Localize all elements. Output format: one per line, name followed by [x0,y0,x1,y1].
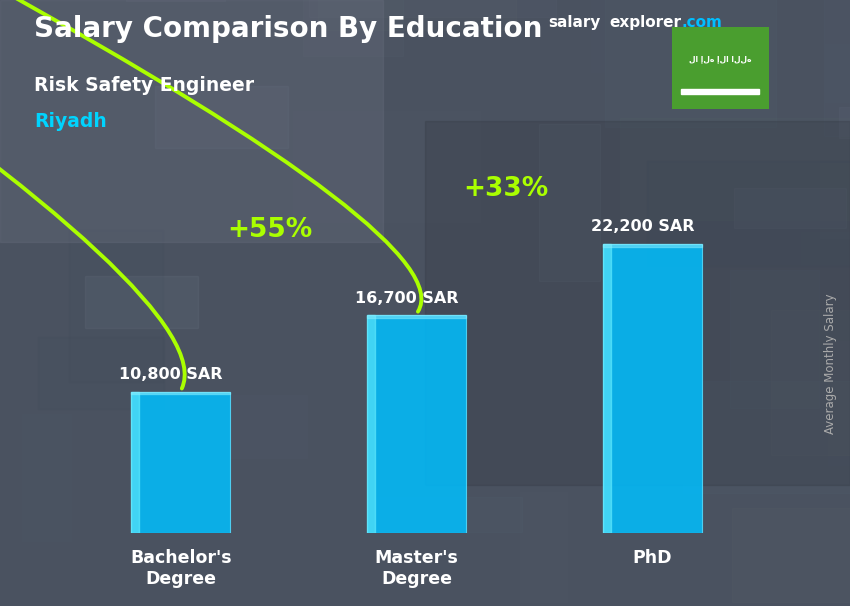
Bar [734,188,847,228]
Bar [131,392,139,533]
Bar [131,392,230,394]
Text: 22,200 SAR: 22,200 SAR [591,219,694,235]
Bar [824,0,850,136]
Bar [21,414,71,541]
Bar [367,315,466,533]
Bar [425,121,850,485]
Bar [591,0,766,73]
Bar [0,0,382,242]
Bar [732,508,850,602]
Bar [520,492,567,602]
Bar [603,244,702,533]
Bar [309,0,556,17]
Bar [229,395,307,458]
Bar [293,111,480,222]
Text: +55%: +55% [228,218,313,244]
Bar [367,315,466,318]
Bar [603,244,702,247]
Text: salary: salary [548,15,601,30]
Bar [828,341,850,465]
Bar [539,124,600,281]
Text: Risk Safety Engineer: Risk Safety Engineer [34,76,254,95]
Text: Salary Comparison By Education: Salary Comparison By Education [34,15,542,43]
Bar [620,118,850,219]
Bar [131,392,230,533]
Text: Average Monthly Salary: Average Monthly Salary [824,293,837,434]
Bar [85,276,198,328]
Bar [801,232,850,265]
Bar [38,338,163,409]
Bar [319,0,517,30]
Text: 10,800 SAR: 10,800 SAR [119,367,223,382]
Text: +33%: +33% [463,176,549,202]
Bar [681,90,760,95]
Bar [303,0,403,56]
Text: 16,700 SAR: 16,700 SAR [355,291,459,306]
Bar [603,244,610,533]
Bar [503,522,675,578]
Bar [604,0,776,127]
Text: Riyadh: Riyadh [34,112,107,131]
Text: لا إله إلا الله: لا إله إلا الله [689,54,751,63]
Text: .com: .com [682,15,722,30]
Bar [839,107,850,138]
Bar [820,163,850,238]
Bar [367,315,375,533]
Bar [683,381,850,493]
Bar [374,496,522,532]
Text: explorer: explorer [609,15,682,30]
Bar [772,310,850,455]
Bar [155,87,288,148]
Bar [729,270,819,408]
Bar [824,44,850,102]
Bar [647,161,850,266]
Bar [69,230,162,382]
Bar [126,0,225,1]
